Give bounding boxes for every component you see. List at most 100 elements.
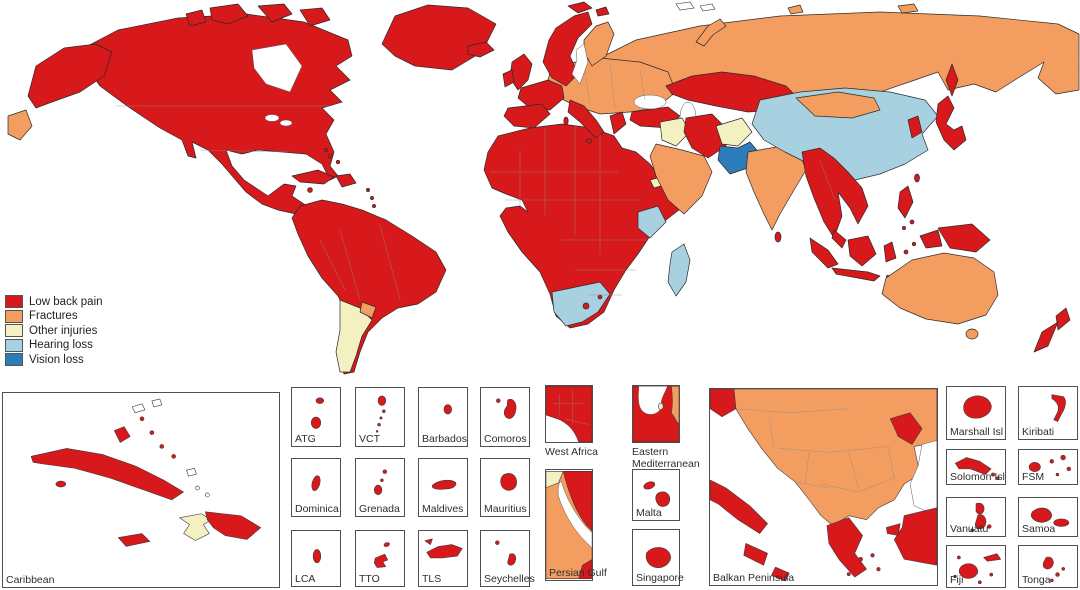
inset-label-kiribati: Kiribati — [1022, 426, 1055, 438]
legend-item-fractures: Fractures — [5, 309, 103, 323]
region-indonesia — [809, 235, 917, 282]
hearing-loss-swatch-icon — [5, 338, 23, 352]
inset-grenada: Grenada — [355, 458, 405, 517]
region-korea — [907, 115, 923, 139]
region-africa — [483, 123, 699, 329]
inset-tls: TLS — [418, 530, 468, 587]
legend-item-vision-loss: Vision loss — [5, 353, 103, 367]
region-sardinia — [563, 116, 569, 126]
region-china — [751, 87, 939, 181]
inset-label-tto: TTO — [359, 573, 380, 585]
inset-solomon-isl: Solomon Isl — [946, 449, 1006, 485]
country-borders — [116, 63, 836, 301]
inset-label-vct: VCT — [359, 433, 380, 445]
inset-label-barbados: Barbados — [422, 433, 467, 445]
other-injuries-swatch-icon — [5, 324, 23, 338]
legend-label: Fractures — [29, 310, 78, 323]
inset-samoa: Samoa — [1018, 497, 1078, 537]
inset-mauritius: Mauritius — [480, 458, 530, 517]
legend-item-other-injuries: Other injuries — [5, 324, 103, 338]
inset-maldives: Maldives — [418, 458, 468, 517]
region-australia — [881, 252, 999, 325]
region-iberia — [503, 103, 551, 129]
inset-label-lca: LCA — [295, 573, 316, 585]
inset-label-atg: ATG — [295, 433, 316, 445]
inset-balkan-peninsula: Balkan Peninsula — [709, 388, 938, 586]
region-japan — [935, 95, 967, 151]
region-south-africa — [551, 281, 611, 327]
inset-label-fiji: Fiji — [950, 574, 964, 586]
inset-label-west-africa: West Africa — [545, 446, 598, 458]
inset-caribbean: Caribbean — [2, 392, 280, 588]
inset-label-vanuatu: Vanuatu — [950, 523, 989, 535]
region-ireland — [502, 69, 515, 88]
inset-label-tonga: Tonga — [1022, 574, 1051, 586]
inset-vct: VCT — [355, 387, 405, 447]
inset-barbados: Barbados — [418, 387, 468, 447]
region-papua-new-guinea — [919, 223, 991, 253]
region-greenland — [381, 4, 497, 71]
region-alaska — [27, 43, 113, 109]
region-uruguay — [359, 301, 377, 319]
inset-label-samoa: Samoa — [1022, 523, 1056, 535]
inset-persian-gulf: Persian Gulf — [545, 469, 607, 581]
inset-atg: ATG — [291, 387, 341, 447]
inset-singapore: Singapore — [632, 529, 684, 586]
inset-label-dominica: Dominica — [295, 503, 339, 515]
region-saudi-peninsula — [649, 143, 713, 215]
inset-tonga: Tonga — [1018, 545, 1078, 588]
great-lakes — [279, 119, 293, 127]
inset-label-eastern-mediterranean: Eastern Mediterranean — [632, 446, 700, 470]
region-france — [517, 79, 565, 111]
region-southeast-asia — [801, 147, 869, 239]
inset-label-marshall-isl: Marshall Isl — [950, 426, 1004, 438]
inset-label-seychelles: Seychelles — [484, 573, 535, 585]
inset-fiji: Fiji — [946, 545, 1006, 588]
region-norway-sweden — [542, 11, 593, 87]
region-united-kingdom — [509, 53, 533, 91]
black-sea — [633, 94, 667, 110]
legend-label: Low back pain — [29, 295, 103, 308]
inset-label-tls: TLS — [422, 573, 442, 585]
region-india — [745, 145, 807, 231]
region-greece — [609, 111, 627, 135]
inset-label-balkan-peninsula: Balkan Peninsula — [713, 572, 795, 584]
inset-label-malta: Malta — [636, 507, 662, 519]
inset-fsm: FSM — [1018, 449, 1078, 485]
inset-label-persian-gulf: Persian Gulf — [549, 567, 607, 579]
inset-label-grenada: Grenada — [359, 503, 400, 515]
great-lakes — [264, 114, 280, 122]
world-map — [7, 1, 1080, 375]
inset-label-singapore: Singapore — [636, 572, 684, 584]
region-madagascar — [667, 243, 691, 297]
caribbean-inset-map — [30, 398, 262, 547]
low-back-pain-swatch-icon — [5, 295, 23, 309]
region-lesotho — [582, 302, 590, 310]
inset-lca: LCA — [291, 530, 341, 587]
inset-label-caribbean: Caribbean — [6, 574, 55, 586]
baltic-sea — [571, 43, 589, 85]
inset-west-africa — [545, 385, 593, 443]
legend-label: Vision loss — [29, 353, 84, 366]
region-sakhalin — [945, 63, 959, 97]
region-iran — [683, 113, 727, 159]
inset-eastern-mediterranean — [632, 385, 680, 443]
inset-kiribati: Kiribati — [1018, 386, 1078, 440]
legend-item-hearing-loss: Hearing loss — [5, 338, 103, 352]
region-iraq — [659, 117, 691, 147]
region-tasmania — [965, 328, 979, 340]
inset-comoros: Comoros — [480, 387, 530, 447]
legend-label: Other injuries — [29, 324, 98, 337]
region-mongolia — [795, 91, 881, 119]
inset-malta: Malta — [632, 469, 680, 521]
region-eswatini — [597, 294, 603, 300]
inset-seychelles: Seychelles — [480, 530, 535, 587]
region-new-zealand — [1033, 307, 1071, 353]
region-iceland — [467, 41, 495, 58]
inset-label-maldives: Maldives — [422, 503, 464, 515]
region-taiwan — [914, 173, 920, 183]
region-chukotka-wrap — [7, 109, 33, 141]
inset-vanuatu: Vanuatu — [946, 497, 1006, 537]
inset-tto: TTO — [355, 530, 405, 587]
